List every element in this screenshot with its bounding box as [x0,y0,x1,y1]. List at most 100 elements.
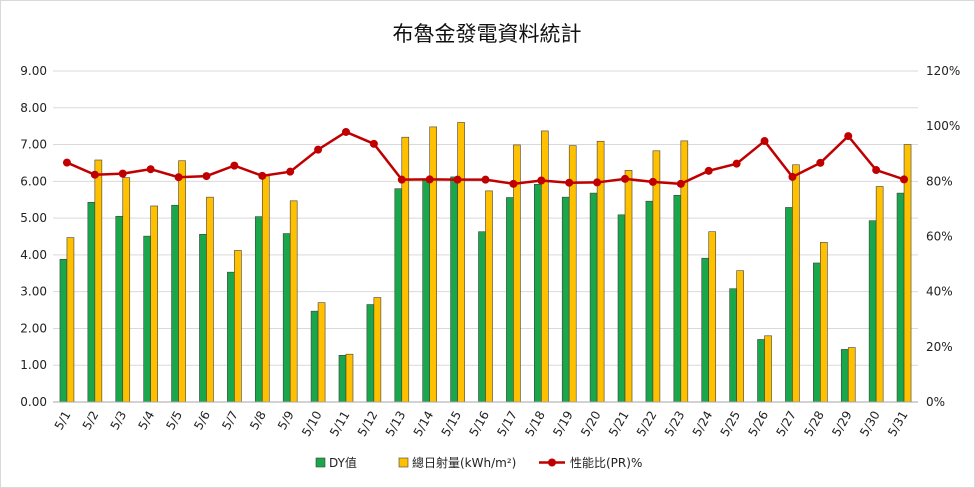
y2-tick-label: 100% [926,119,960,133]
bar-irradiance [289,200,298,403]
x-tick-label: 5/22 [634,409,660,439]
pr-point [62,158,71,167]
x-tick-label: 5/26 [746,409,772,439]
bar-dy [645,200,654,403]
x-tick-label: 5/24 [690,409,716,439]
x-tick-label: 5/8 [247,409,269,433]
y-tick-label: 5.00 [20,211,47,225]
x-tick-label: 5/13 [383,409,409,439]
bar-irradiance [345,353,354,403]
pr-point [621,174,630,183]
pr-point [397,175,406,184]
y-tick-label: 8.00 [20,101,47,115]
bar-irradiance [792,164,800,403]
pr-point [369,139,378,148]
bar-dy [394,188,403,403]
bar-dy [422,179,430,403]
pr-point [425,175,434,184]
legend-label: 性能比(PR)% [570,456,642,470]
bar-irradiance [94,159,103,403]
x-tick-label: 5/25 [718,409,744,439]
bar-irradiance [66,237,75,403]
pr-point [732,159,741,168]
y-tick-label: 3.00 [20,285,47,299]
y2-tick-label: 120% [926,64,960,78]
legend-swatch-marker [548,458,556,467]
y-tick-label: 2.00 [20,321,47,335]
bar-dy [199,233,207,403]
pr-point [760,137,769,146]
pr-point [90,170,99,179]
pr-point [118,169,127,178]
legend-dy: DY值 [315,455,357,470]
x-tick-label: 5/21 [606,409,632,439]
bar-dy [310,310,319,403]
bar-dy [785,207,793,403]
x-tick-label: 5/9 [275,409,297,433]
pr-point [314,145,323,154]
x-tick-label: 5/3 [108,409,130,433]
bar-irradiance [764,335,772,403]
x-tick-label: 5/12 [355,409,381,439]
bar-dy [87,201,96,403]
legend: DY值 總日射量(kWh/m²) 性能比(PR)% [315,455,642,470]
chart-title: 布魯金發電資料統計 [393,22,582,46]
pr-point [509,179,518,188]
bar-dy [338,354,347,403]
pr-point [146,165,155,174]
bar-dy [757,339,765,403]
pr-point [258,171,267,180]
x-tick-label: 5/23 [662,409,688,439]
pr-point [648,177,657,186]
x-tick-label: 5/5 [163,409,185,433]
legend-swatch [315,457,326,468]
pr-point [230,161,239,170]
bar-irradiance [875,186,884,403]
legend-label: 總日射量(kWh/m²) [412,455,516,470]
bar-dy [59,259,68,403]
bar-dy [143,235,151,403]
bar-irradiance [317,302,326,403]
x-tick-label: 5/7 [219,409,241,433]
x-tick-label: 5/20 [578,409,604,439]
x-tick-label: 5/2 [80,409,102,433]
bar-series [59,122,912,403]
bar-irradiance [652,150,661,403]
bar-dy [282,233,291,403]
bar-dy [673,195,682,403]
pr-point [481,175,490,184]
x-tick-label: 5/19 [550,409,576,439]
x-tick-label: 5/15 [439,409,465,439]
pr-point [174,173,183,182]
y2-tick-label: 80% [926,174,953,188]
bar-irradiance [150,205,158,403]
y-tick-label: 4.00 [20,248,47,262]
bar-dy [813,262,821,403]
y-tick-label: 7.00 [20,138,47,152]
pr-point [676,179,685,188]
bar-dy [254,216,263,403]
bar-dy [896,192,905,403]
bar-irradiance [736,270,744,403]
bar-dy [617,214,626,403]
bar-dy [171,204,179,403]
pr-point [788,172,797,181]
x-tick-label: 5/28 [801,409,827,439]
x-tick-label: 5/11 [327,409,353,439]
x-tick-label: 5/16 [466,409,492,439]
pr-point [202,172,211,181]
x-tick-label: 5/10 [299,409,325,439]
y2-tick-label: 60% [926,230,953,244]
bar-dy [729,288,737,403]
bar-dy [701,257,710,403]
x-tick-label: 5/27 [773,409,799,439]
x-tick-label: 5/18 [522,409,548,439]
bar-irradiance [178,160,186,403]
x-tick-label: 5/6 [191,409,213,433]
pr-point [565,178,574,187]
bar-dy [561,196,570,403]
bar-irradiance [234,250,242,403]
bar-dy [840,349,849,403]
x-tick-label: 5/30 [857,409,883,439]
